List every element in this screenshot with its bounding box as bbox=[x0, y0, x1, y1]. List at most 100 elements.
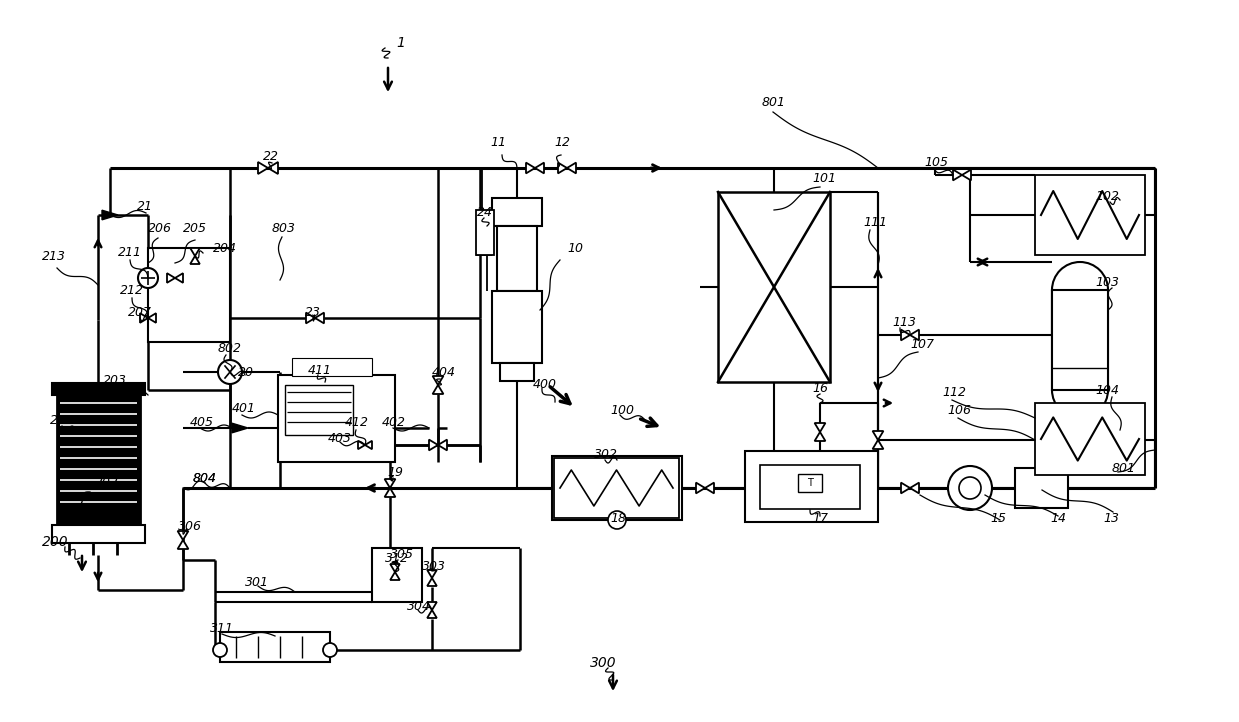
Text: 300: 300 bbox=[590, 656, 617, 670]
Polygon shape bbox=[315, 313, 325, 323]
Text: 19: 19 bbox=[387, 466, 403, 479]
Text: 412: 412 bbox=[344, 415, 369, 428]
Text: 14: 14 bbox=[1049, 511, 1066, 524]
Polygon shape bbox=[429, 440, 439, 451]
Bar bbox=[52, 383, 145, 395]
Bar bbox=[497, 226, 536, 291]
Text: 212: 212 bbox=[120, 284, 144, 297]
Text: T: T bbox=[807, 478, 813, 488]
Circle shape bbox=[138, 268, 159, 288]
Bar bbox=[798, 474, 821, 492]
Text: 10: 10 bbox=[567, 241, 584, 254]
Text: 103: 103 bbox=[1095, 277, 1119, 290]
Bar bbox=[147, 248, 230, 342]
Text: 18: 18 bbox=[610, 511, 626, 524]
Circle shape bbox=[218, 360, 242, 384]
Bar bbox=[1052, 290, 1108, 390]
Circle shape bbox=[948, 466, 992, 510]
Text: 402: 402 bbox=[382, 415, 406, 428]
Text: 306: 306 bbox=[178, 521, 202, 534]
Text: 24: 24 bbox=[477, 206, 493, 219]
Polygon shape bbox=[167, 273, 175, 283]
Polygon shape bbox=[306, 313, 315, 323]
Polygon shape bbox=[814, 432, 825, 441]
Text: 213: 213 bbox=[42, 251, 66, 264]
Polygon shape bbox=[439, 440, 447, 451]
Polygon shape bbox=[535, 162, 544, 173]
Text: 401: 401 bbox=[232, 401, 256, 414]
Polygon shape bbox=[140, 313, 147, 323]
Polygon shape bbox=[961, 170, 971, 180]
Bar bbox=[553, 456, 681, 520]
Text: 801: 801 bbox=[1111, 461, 1136, 474]
Text: 11: 11 bbox=[489, 136, 506, 149]
Text: 15: 15 bbox=[990, 511, 1006, 524]
Bar bbox=[554, 458, 679, 518]
Text: 107: 107 bbox=[909, 339, 934, 352]
Text: 1: 1 bbox=[396, 36, 405, 50]
Polygon shape bbox=[432, 385, 444, 394]
Text: 411: 411 bbox=[309, 363, 332, 376]
Text: 101: 101 bbox=[812, 172, 836, 185]
Polygon shape bbox=[558, 162, 567, 173]
Polygon shape bbox=[175, 273, 183, 283]
Polygon shape bbox=[527, 162, 535, 173]
Text: 206: 206 bbox=[147, 222, 172, 235]
Polygon shape bbox=[427, 602, 437, 610]
Polygon shape bbox=[872, 440, 883, 449]
Polygon shape bbox=[909, 330, 919, 340]
Text: 13: 13 bbox=[1103, 511, 1119, 524]
Polygon shape bbox=[366, 441, 372, 449]
Circle shape bbox=[1052, 362, 1108, 418]
Polygon shape bbox=[191, 256, 199, 264]
Text: 207: 207 bbox=[128, 307, 152, 320]
Text: 405: 405 bbox=[190, 415, 214, 428]
Text: 804: 804 bbox=[193, 471, 217, 484]
Text: 304: 304 bbox=[406, 599, 431, 612]
Polygon shape bbox=[390, 572, 400, 580]
Bar bbox=[745, 451, 878, 522]
Text: 802: 802 bbox=[218, 342, 242, 355]
Bar bbox=[760, 465, 860, 509]
Text: 403: 403 bbox=[328, 432, 352, 445]
Text: 302: 302 bbox=[593, 448, 618, 461]
Text: 200: 200 bbox=[42, 535, 68, 549]
Text: 20: 20 bbox=[238, 367, 254, 380]
Text: 203: 203 bbox=[103, 373, 128, 386]
Bar bbox=[52, 525, 145, 543]
Bar bbox=[1035, 175, 1145, 255]
Bar bbox=[492, 291, 541, 363]
Text: 17: 17 bbox=[812, 511, 828, 524]
Text: 305: 305 bbox=[390, 549, 414, 562]
Text: 404: 404 bbox=[432, 365, 456, 378]
Circle shape bbox=[608, 511, 626, 529]
Polygon shape bbox=[705, 482, 714, 493]
Text: 105: 105 bbox=[924, 155, 948, 168]
Text: 16: 16 bbox=[812, 381, 828, 394]
Bar bbox=[717, 192, 830, 382]
Text: 22: 22 bbox=[263, 150, 279, 163]
Text: 301: 301 bbox=[245, 575, 269, 588]
Polygon shape bbox=[102, 210, 118, 219]
Text: 106: 106 bbox=[947, 404, 971, 417]
Text: 102: 102 bbox=[1095, 189, 1119, 202]
Text: 211: 211 bbox=[118, 245, 142, 258]
Bar bbox=[285, 385, 353, 435]
Circle shape bbox=[213, 643, 227, 657]
Polygon shape bbox=[901, 330, 909, 340]
Polygon shape bbox=[390, 564, 400, 572]
Bar bbox=[501, 363, 534, 381]
Text: 100: 100 bbox=[610, 404, 634, 417]
Polygon shape bbox=[427, 578, 437, 586]
Text: 21: 21 bbox=[138, 201, 152, 214]
Bar bbox=[1052, 290, 1108, 390]
Polygon shape bbox=[232, 423, 248, 432]
Polygon shape bbox=[814, 423, 825, 432]
Text: 311: 311 bbox=[209, 622, 234, 635]
Polygon shape bbox=[953, 170, 961, 180]
Text: 202: 202 bbox=[95, 476, 119, 489]
Text: 104: 104 bbox=[1095, 383, 1119, 396]
Text: 12: 12 bbox=[554, 136, 570, 149]
Polygon shape bbox=[358, 441, 366, 449]
Bar bbox=[292, 358, 372, 376]
